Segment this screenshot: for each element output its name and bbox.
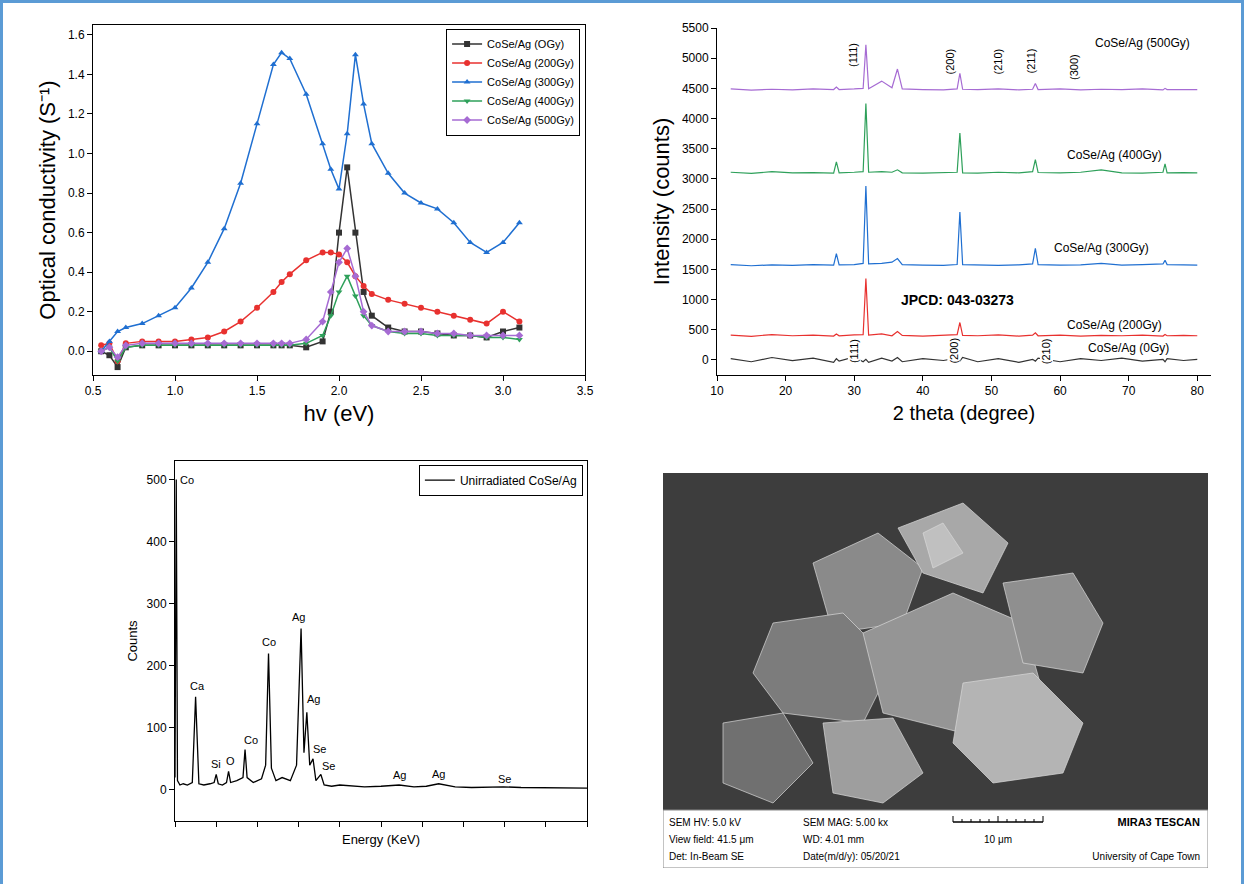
- svg-text:(210): (210): [992, 49, 1004, 75]
- svg-text:1.5: 1.5: [249, 384, 266, 398]
- svg-text:4000: 4000: [682, 112, 709, 126]
- svg-text:Optical conductivity (S⁻¹): Optical conductivity (S⁻¹): [35, 80, 60, 319]
- svg-text:MIRA3 TESCAN: MIRA3 TESCAN: [1117, 816, 1200, 828]
- svg-text:1.0: 1.0: [167, 384, 184, 398]
- svg-text:(200): (200): [944, 49, 956, 75]
- svg-text:CoSe/Ag (200Gy): CoSe/Ag (200Gy): [487, 57, 574, 69]
- svg-text:4500: 4500: [682, 82, 709, 96]
- svg-text:CoSe/Ag (0Gy): CoSe/Ag (0Gy): [1088, 341, 1169, 355]
- svg-text:3000: 3000: [682, 172, 709, 186]
- svg-text:Se: Se: [498, 773, 511, 785]
- svg-text:CoSe/Ag (300Gy): CoSe/Ag (300Gy): [487, 76, 574, 88]
- svg-text:200: 200: [147, 659, 167, 673]
- svg-text:0.5: 0.5: [85, 384, 102, 398]
- svg-text:CoSe/Ag (400Gy): CoSe/Ag (400Gy): [1067, 148, 1162, 162]
- svg-text:10: 10: [710, 384, 724, 398]
- svg-text:CoSe/Ag (200Gy): CoSe/Ag (200Gy): [1067, 318, 1162, 332]
- svg-text:Date(m/d/y): 05/20/21: Date(m/d/y): 05/20/21: [803, 851, 900, 862]
- svg-text:0.4: 0.4: [68, 265, 85, 279]
- svg-text:O: O: [226, 755, 235, 767]
- svg-text:Co: Co: [180, 474, 194, 486]
- svg-text:hv (eV): hv (eV): [304, 401, 375, 426]
- svg-text:Se: Se: [322, 760, 335, 772]
- svg-text:WD: 4.01 mm: WD: 4.01 mm: [803, 834, 864, 845]
- svg-text:(200): (200): [948, 338, 960, 364]
- svg-text:(111): (111): [847, 43, 859, 67]
- svg-text:60: 60: [1053, 384, 1067, 398]
- svg-text:(111): (111): [848, 339, 860, 363]
- svg-text:30: 30: [848, 384, 862, 398]
- svg-text:0.2: 0.2: [68, 305, 85, 319]
- svg-text:CoSe/Ag (500Gy): CoSe/Ag (500Gy): [487, 114, 574, 126]
- svg-text:40: 40: [916, 384, 930, 398]
- svg-text:Co: Co: [262, 636, 276, 648]
- svg-text:Intensity (counts): Intensity (counts): [649, 118, 674, 286]
- svg-text:1500: 1500: [682, 263, 709, 277]
- svg-text:Co: Co: [244, 734, 258, 746]
- svg-text:400: 400: [147, 535, 167, 549]
- svg-text:100: 100: [147, 721, 167, 735]
- svg-text:2000: 2000: [682, 232, 709, 246]
- svg-text:80: 80: [1191, 384, 1205, 398]
- svg-text:70: 70: [1122, 384, 1136, 398]
- svg-text:JPCD: 043-03273: JPCD: 043-03273: [901, 292, 1014, 308]
- svg-text:View field: 41.5 μm: View field: 41.5 μm: [669, 834, 754, 845]
- svg-text:3500: 3500: [682, 142, 709, 156]
- svg-text:5500: 5500: [682, 21, 709, 35]
- svg-text:SEM MAG: 5.00 kx: SEM MAG: 5.00 kx: [803, 817, 888, 828]
- svg-text:CoSe/Ag (300Gy): CoSe/Ag (300Gy): [1054, 241, 1149, 255]
- svg-text:Unirradiated CoSe/Ag: Unirradiated CoSe/Ag: [460, 474, 577, 488]
- svg-text:Ag: Ag: [393, 769, 406, 781]
- svg-text:1.0: 1.0: [68, 147, 85, 161]
- svg-text:(211): (211): [1025, 49, 1037, 74]
- svg-text:Ag: Ag: [432, 768, 445, 780]
- svg-text:Ca: Ca: [190, 680, 205, 692]
- svg-text:5000: 5000: [682, 51, 709, 65]
- svg-text:0.8: 0.8: [68, 186, 85, 200]
- svg-text:SEM HV: 5.0 kV: SEM HV: 5.0 kV: [669, 817, 741, 828]
- svg-text:Si: Si: [211, 758, 221, 770]
- svg-text:Det: In-Beam SE: Det: In-Beam SE: [669, 851, 744, 862]
- svg-text:University of Cape Town: University of Cape Town: [1092, 851, 1200, 862]
- svg-text:CoSe/Ag (400Gy): CoSe/Ag (400Gy): [487, 95, 574, 107]
- svg-text:Ag: Ag: [292, 611, 305, 623]
- svg-text:3.5: 3.5: [577, 384, 594, 398]
- svg-text:Counts: Counts: [125, 620, 140, 662]
- svg-text:0: 0: [702, 353, 709, 367]
- svg-text:CoSe/Ag (OGy): CoSe/Ag (OGy): [487, 38, 564, 50]
- svg-text:500: 500: [689, 323, 709, 337]
- svg-text:(210): (210): [1040, 339, 1052, 365]
- svg-text:2 theta (degree): 2 theta (degree): [893, 402, 1035, 424]
- svg-text:0.6: 0.6: [68, 226, 85, 240]
- svg-text:1.6: 1.6: [68, 28, 85, 42]
- svg-text:500: 500: [147, 473, 167, 487]
- svg-text:20: 20: [779, 384, 793, 398]
- svg-text:10 μm: 10 μm: [984, 834, 1012, 845]
- svg-text:(300): (300): [1068, 54, 1080, 80]
- svg-text:2500: 2500: [682, 202, 709, 216]
- svg-text:1.2: 1.2: [68, 107, 85, 121]
- svg-text:Energy (KeV): Energy (KeV): [342, 832, 420, 847]
- svg-text:CoSe/Ag (500Gy): CoSe/Ag (500Gy): [1095, 36, 1190, 50]
- svg-text:50: 50: [985, 384, 999, 398]
- svg-text:Ag: Ag: [307, 693, 320, 705]
- svg-text:2.0: 2.0: [331, 384, 348, 398]
- svg-text:3.0: 3.0: [495, 384, 512, 398]
- svg-text:1.4: 1.4: [68, 68, 85, 82]
- svg-text:2.5: 2.5: [413, 384, 430, 398]
- svg-text:0: 0: [160, 783, 167, 797]
- svg-text:1000: 1000: [682, 293, 709, 307]
- svg-text:0.0: 0.0: [68, 344, 85, 358]
- svg-text:Se: Se: [313, 743, 326, 755]
- svg-text:300: 300: [147, 597, 167, 611]
